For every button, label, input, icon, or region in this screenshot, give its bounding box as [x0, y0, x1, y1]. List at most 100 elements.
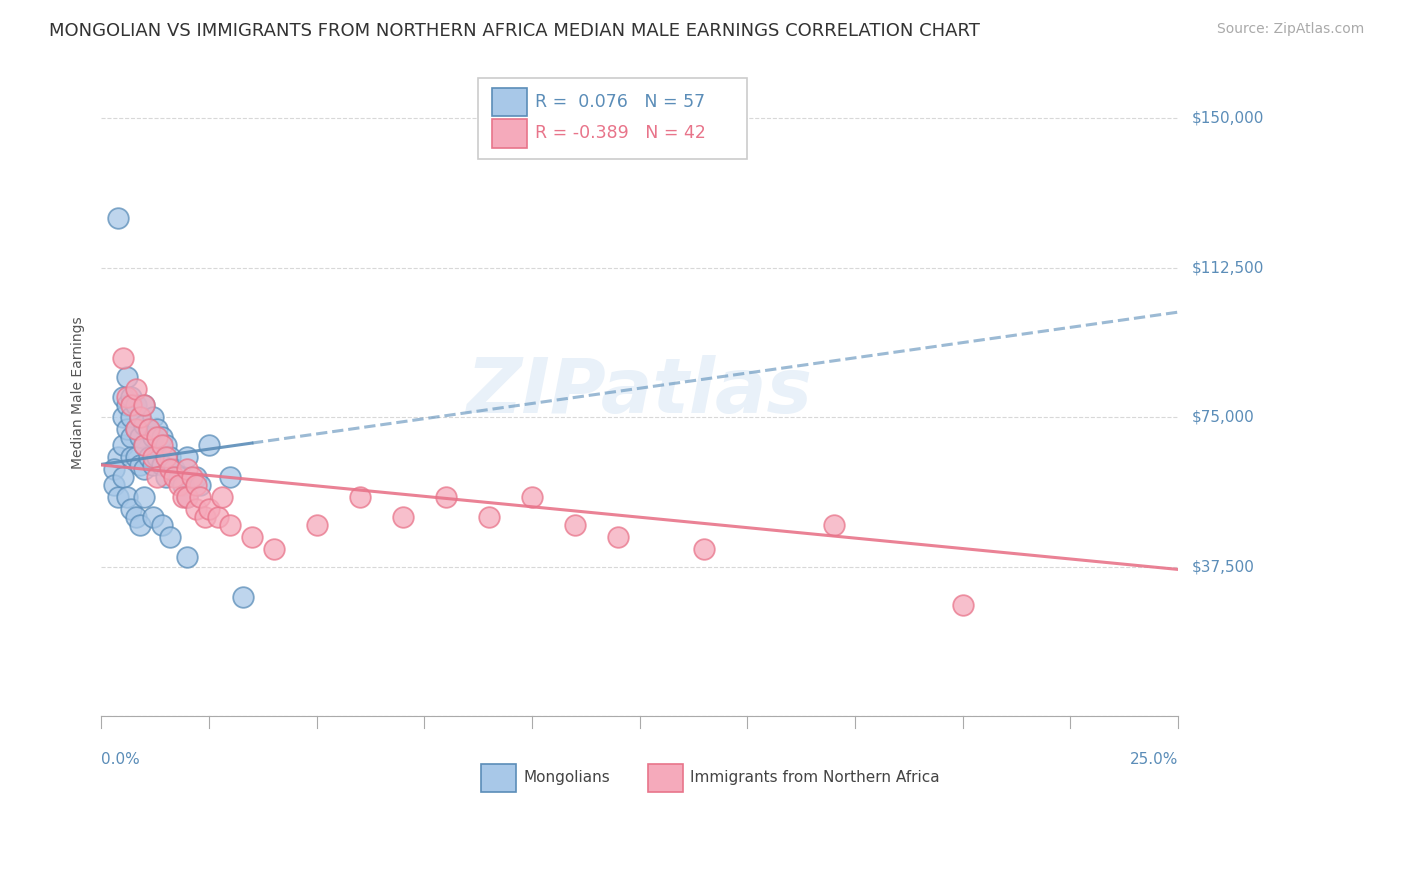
- Text: ZIPatlas: ZIPatlas: [467, 355, 813, 429]
- Text: MONGOLIAN VS IMMIGRANTS FROM NORTHERN AFRICA MEDIAN MALE EARNINGS CORRELATION CH: MONGOLIAN VS IMMIGRANTS FROM NORTHERN AF…: [49, 22, 980, 40]
- Point: [823, 518, 845, 533]
- Point: [172, 490, 194, 504]
- Point: [107, 211, 129, 225]
- Point: [150, 438, 173, 452]
- Point: [176, 450, 198, 465]
- Point: [167, 470, 190, 484]
- Point: [163, 462, 186, 476]
- Point: [349, 490, 371, 504]
- Point: [155, 470, 177, 484]
- Point: [150, 518, 173, 533]
- Text: 25.0%: 25.0%: [1130, 752, 1178, 767]
- Point: [120, 398, 142, 412]
- Point: [111, 470, 134, 484]
- Point: [176, 490, 198, 504]
- Point: [176, 549, 198, 564]
- Point: [184, 470, 207, 484]
- Point: [188, 490, 211, 504]
- Point: [138, 422, 160, 436]
- Point: [159, 450, 181, 465]
- Point: [111, 391, 134, 405]
- Text: $112,500: $112,500: [1192, 260, 1264, 276]
- Text: R = -0.389   N = 42: R = -0.389 N = 42: [536, 124, 706, 143]
- Point: [198, 502, 221, 516]
- Point: [124, 422, 146, 436]
- Point: [124, 398, 146, 412]
- Point: [124, 510, 146, 524]
- Point: [184, 502, 207, 516]
- FancyBboxPatch shape: [648, 764, 683, 792]
- Point: [124, 450, 146, 465]
- Point: [159, 530, 181, 544]
- Point: [564, 518, 586, 533]
- Point: [520, 490, 543, 504]
- Point: [150, 430, 173, 444]
- Point: [120, 502, 142, 516]
- Point: [107, 450, 129, 465]
- Point: [115, 391, 138, 405]
- Text: Source: ZipAtlas.com: Source: ZipAtlas.com: [1216, 22, 1364, 37]
- FancyBboxPatch shape: [492, 88, 527, 117]
- Point: [163, 470, 186, 484]
- Point: [134, 418, 156, 433]
- Point: [952, 598, 974, 612]
- Point: [120, 391, 142, 405]
- Y-axis label: Median Male Earnings: Median Male Earnings: [72, 316, 86, 469]
- Point: [219, 470, 242, 484]
- Point: [129, 430, 152, 444]
- Text: $37,500: $37,500: [1192, 559, 1256, 574]
- Point: [103, 478, 125, 492]
- Text: $75,000: $75,000: [1192, 409, 1254, 425]
- Point: [120, 450, 142, 465]
- Point: [129, 410, 152, 425]
- Point: [219, 518, 242, 533]
- Point: [129, 458, 152, 473]
- Point: [263, 541, 285, 556]
- FancyBboxPatch shape: [492, 119, 527, 147]
- Point: [198, 438, 221, 452]
- Point: [111, 438, 134, 452]
- Point: [134, 490, 156, 504]
- Point: [111, 410, 134, 425]
- Point: [176, 462, 198, 476]
- Point: [115, 398, 138, 412]
- Point: [134, 438, 156, 452]
- FancyBboxPatch shape: [478, 78, 748, 159]
- Text: Mongolians: Mongolians: [523, 771, 610, 785]
- Point: [134, 438, 156, 452]
- Text: Immigrants from Northern Africa: Immigrants from Northern Africa: [690, 771, 941, 785]
- Point: [172, 478, 194, 492]
- Point: [155, 438, 177, 452]
- Point: [111, 351, 134, 365]
- Point: [188, 478, 211, 492]
- Point: [194, 510, 217, 524]
- Point: [159, 462, 181, 476]
- Point: [120, 410, 142, 425]
- Point: [107, 490, 129, 504]
- Point: [607, 530, 630, 544]
- Point: [115, 422, 138, 436]
- Point: [146, 422, 169, 436]
- Point: [693, 541, 716, 556]
- Point: [134, 462, 156, 476]
- Point: [184, 478, 207, 492]
- Point: [124, 422, 146, 436]
- Point: [391, 510, 413, 524]
- Point: [176, 490, 198, 504]
- Point: [120, 430, 142, 444]
- Point: [124, 383, 146, 397]
- Point: [138, 450, 160, 465]
- Point: [434, 490, 457, 504]
- Point: [232, 590, 254, 604]
- Point: [150, 458, 173, 473]
- Point: [134, 398, 156, 412]
- Point: [142, 450, 165, 465]
- Point: [134, 398, 156, 412]
- Text: R =  0.076   N = 57: R = 0.076 N = 57: [536, 93, 706, 112]
- Point: [142, 510, 165, 524]
- Point: [146, 470, 169, 484]
- FancyBboxPatch shape: [481, 764, 516, 792]
- Point: [146, 450, 169, 465]
- Point: [129, 410, 152, 425]
- Point: [142, 410, 165, 425]
